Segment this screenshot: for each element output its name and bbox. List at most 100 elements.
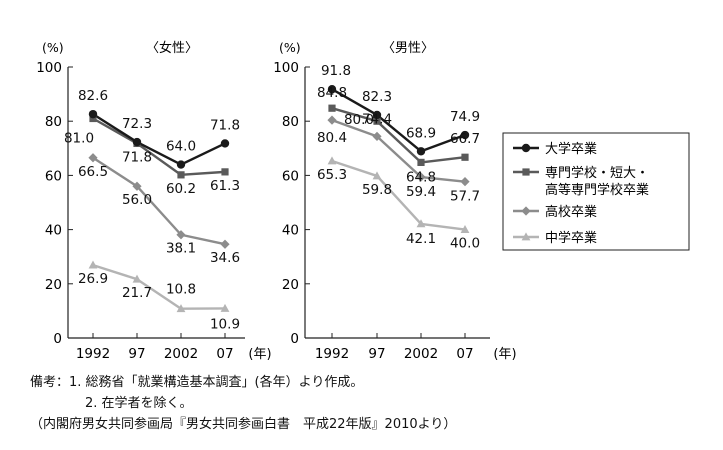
data-point-high [460,177,470,187]
legend-label-high: 高校卒業 [545,204,597,220]
x-tick-label: 1992 [76,346,110,362]
data-label-junior: 21.7 [122,285,152,301]
series-line-univ [92,113,226,166]
data-label-junior: 10.9 [210,316,240,332]
data-point-junior [220,303,230,312]
legend-marker-junior [521,232,531,241]
y-tick-label: 80 [45,114,62,130]
data-point-junior [88,260,98,269]
data-label-junior: 65.3 [317,167,347,183]
data-point-high [176,230,186,240]
data-point-univ [132,137,142,147]
data-label-vocational: 84.8 [317,85,347,101]
data-point-high [220,239,230,249]
y-tick-label: 100 [36,60,62,76]
x-tick-label: 2002 [164,346,198,362]
data-label-vocational: 66.7 [450,131,480,147]
y-tick-label: 100 [273,60,299,76]
y-tick-label: 80 [282,114,299,130]
data-point-univ [220,139,230,148]
series-line-vocational [92,117,226,177]
data-label-univ: 82.6 [78,88,108,104]
x-tick-label: 97 [368,346,385,362]
series-line-high [331,118,466,183]
unit-label: (%) [279,40,301,55]
data-label-univ: 91.8 [321,63,351,79]
data-point-vocational [89,114,97,123]
note-line-2: 2. 在学者を除く。 [85,396,193,411]
data-label-univ: 68.9 [406,125,436,141]
data-point-high [372,131,382,141]
data-label-univ: 72.3 [122,116,152,132]
data-label-junior: 26.9 [78,271,108,287]
data-label-vocational: 71.8 [122,149,152,165]
data-label-high: 56.0 [122,192,152,208]
y-tick-label: 60 [45,168,62,184]
data-point-junior [132,274,142,283]
data-point-vocational [328,104,336,112]
legend-marker-high [521,206,531,216]
legend-label-univ: 大学卒業 [545,141,597,157]
data-point-vocational [221,168,229,176]
data-label-vocational: 60.2 [166,181,196,197]
data-label-junior: 42.1 [406,231,436,247]
data-label-univ: 64.0 [166,139,196,155]
data-label-junior: 40.0 [450,236,480,252]
data-point-univ [372,110,382,120]
legend-label-junior: 中学卒業 [545,230,597,246]
panel-title: 〈女性〉 [146,40,198,56]
data-point-junior [460,225,470,233]
panel-title: 〈男性〉 [382,41,434,56]
data-point-univ [327,85,337,94]
data-point-univ [88,109,98,119]
series-line-high [92,156,226,246]
legend-marker-vocational [522,168,530,176]
data-point-vocational [177,171,185,179]
data-label-high: 57.7 [450,189,480,205]
note-line-1: 備考：1. 総務省「就業構造基本調査」(各年）より作成。 [30,375,364,390]
series-line-vocational [331,107,466,164]
male-panel: 〈男性〉 (%) 0 20 40 60 80 100 1992 97 2002 07 (年) 91.8 82… [273,40,516,362]
data-point-high [327,115,337,125]
data-label-vocational: 64.8 [406,169,436,185]
data-point-junior [372,171,382,180]
data-point-junior [416,219,426,228]
y-tick-label: 40 [282,223,299,239]
source-note: （内閣府男女共同参画局『男女共同参画白書 平成22年版』2010より） [30,417,457,432]
employment-rate-chart: 〈女性〉 (%) 0 20 40 60 80 100 1992 97 2002 07 (年) 82.6 72… [36,40,690,362]
data-label-univ: 82.3 [362,89,392,105]
legend-box [502,132,690,251]
y-tick-label: 0 [290,331,299,347]
data-point-vocational [373,117,381,125]
data-point-high [88,153,98,163]
data-label-univ: 71.8 [210,117,240,133]
x-axis-label: (年) [493,347,516,362]
data-label-high: 80.4 [317,130,347,146]
y-tick-label: 20 [282,277,299,293]
x-tick-label: 07 [216,346,233,362]
data-point-junior [176,304,186,313]
data-label-vocational: 81.0 [64,130,94,146]
x-tick-label: 2002 [404,346,438,362]
legend-label-vocational: 専門学校・短大・ [545,165,649,181]
data-point-high [132,181,142,191]
series-line-junior [331,159,466,231]
data-label-high: 38.1 [166,241,196,257]
data-label-junior: 59.8 [362,182,392,198]
x-tick-label: 97 [128,346,145,362]
y-tick-label: 60 [282,168,299,184]
y-tick-label: 40 [45,223,62,239]
data-label-junior: 10.8 [166,282,196,298]
data-point-junior [327,156,337,165]
unit-label: (%) [42,40,64,55]
data-label-vocational: 80.0 [344,112,374,128]
data-point-univ [460,130,470,140]
legend-marker-univ [521,143,531,153]
data-label-high: 66.5 [78,164,108,180]
data-point-univ [176,160,186,169]
data-point-high [416,172,426,182]
data-label-univ: 74.9 [450,109,480,125]
female-panel: 〈女性〉 (%) 0 20 40 60 80 100 1992 97 2002 07 (年) 82.6 72… [36,40,271,362]
series-line-junior [92,263,226,310]
